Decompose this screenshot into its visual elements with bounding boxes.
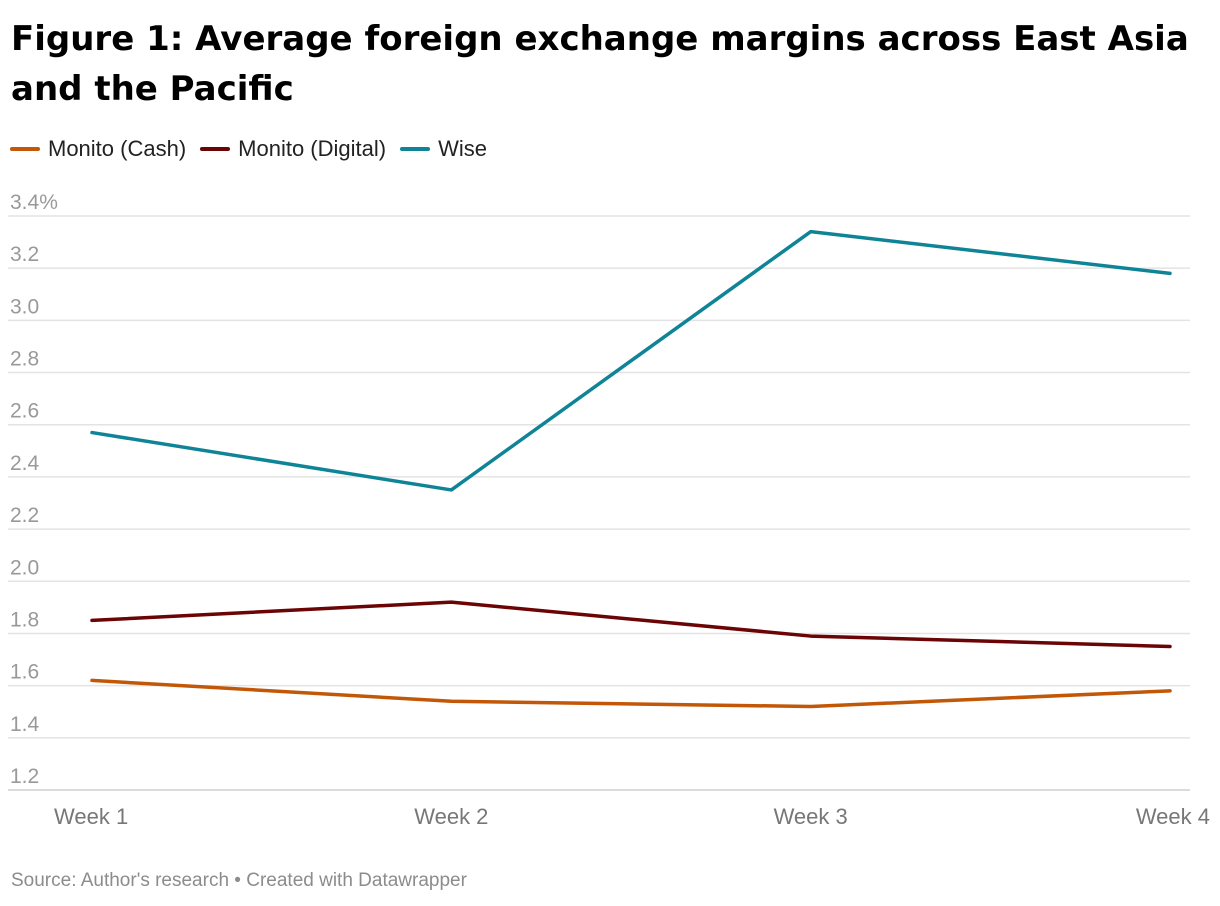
- y-tick-label: 2.6: [10, 400, 39, 423]
- y-tick-label: 1.2: [10, 765, 39, 788]
- chart-title: Figure 1: Average foreign exchange margi…: [11, 19, 1189, 109]
- y-tick-label: 3.0: [10, 295, 39, 318]
- y-tick-label: 3.2: [10, 243, 39, 266]
- legend-item: Monito (Cash): [10, 136, 186, 162]
- y-tick-label: 2.0: [10, 556, 39, 579]
- series-line-monito-digital: [90, 600, 1172, 649]
- line-chart: 1.2 1.4 1.6 1.8 2.0 2.2 2.4 2.6 2.8 3.0 3.2 3.4% We…: [8, 191, 1210, 829]
- y-tick-label: 2.8: [10, 348, 39, 371]
- y-tick-label: 1.4: [10, 713, 40, 736]
- y-tick-label: 3.4%: [10, 191, 58, 214]
- legend-item: Monito (Digital): [200, 136, 386, 162]
- series-lines: [90, 229, 1172, 709]
- legend-swatch: [200, 147, 231, 151]
- legend-label: Wise: [438, 136, 487, 161]
- legend-label: Monito (Cash): [48, 136, 187, 161]
- y-tick-label: 1.6: [10, 661, 39, 684]
- y-tick-label: 1.8: [10, 608, 39, 631]
- legend-swatch: [10, 147, 40, 151]
- x-tick-label: Week 2: [414, 804, 488, 829]
- legend-swatch: [400, 147, 431, 151]
- y-tick-label: 2.4: [10, 452, 40, 475]
- legend-label: Monito (Digital): [238, 136, 387, 161]
- x-tick-label: Week 4: [1136, 804, 1210, 829]
- series-line-monito-cash: [90, 678, 1172, 709]
- legend-item: Wise: [400, 136, 487, 162]
- series-line-wise: [90, 229, 1172, 492]
- y-axis-ticks: 1.2 1.4 1.6 1.8 2.0 2.2 2.4 2.6 2.8 3.0 3.2 3.4%: [10, 191, 58, 788]
- chart-legend: Monito (Cash) Monito (Digital) Wise: [10, 136, 487, 162]
- x-tick-label: Week 1: [54, 804, 128, 829]
- x-axis-ticks: Week 1 Week 2 Week 3 Week 4: [54, 804, 1210, 829]
- y-tick-label: 2.2: [10, 504, 39, 527]
- x-tick-label: Week 3: [774, 804, 848, 829]
- source-note: Source: Author's research • Created with…: [11, 870, 467, 891]
